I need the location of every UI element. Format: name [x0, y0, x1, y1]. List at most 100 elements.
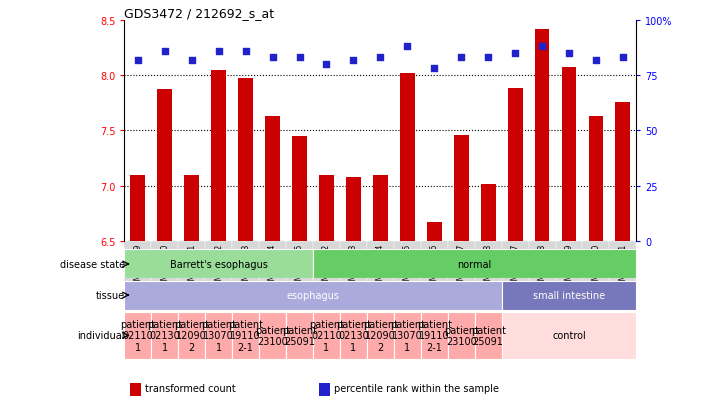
Bar: [265, 117, 280, 242]
Bar: [178, 312, 205, 359]
Bar: [124, 242, 151, 297]
Bar: [292, 137, 307, 242]
Bar: [340, 312, 367, 359]
Text: patient
02110
1: patient 02110 1: [120, 319, 156, 352]
Bar: [421, 242, 448, 297]
Point: [429, 66, 440, 73]
Bar: [400, 74, 415, 242]
Point: [456, 55, 467, 62]
Bar: [616, 102, 630, 242]
Bar: [502, 312, 636, 359]
Text: Barrett's esophagus: Barrett's esophagus: [170, 259, 267, 269]
Point: [563, 50, 574, 57]
Bar: [555, 242, 582, 297]
Text: patient
19110
2-1: patient 19110 2-1: [417, 319, 451, 352]
Text: patient
13070
1: patient 13070 1: [201, 319, 236, 352]
Bar: [394, 242, 421, 297]
Bar: [259, 242, 286, 297]
Bar: [129, 383, 141, 396]
Bar: [211, 70, 226, 242]
Bar: [367, 312, 394, 359]
Bar: [313, 312, 340, 359]
Bar: [232, 312, 259, 359]
Text: patient
02130
1: patient 02130 1: [336, 319, 371, 352]
Point: [617, 55, 629, 62]
Point: [321, 62, 332, 68]
Bar: [205, 242, 232, 297]
Bar: [508, 89, 523, 242]
Point: [132, 57, 144, 64]
Bar: [502, 242, 528, 297]
Bar: [319, 176, 334, 242]
Text: patient
23100: patient 23100: [444, 325, 479, 347]
Bar: [481, 184, 496, 242]
Text: small intestine: small intestine: [533, 290, 605, 300]
Bar: [259, 312, 286, 359]
Bar: [232, 242, 259, 297]
Bar: [286, 242, 313, 297]
Bar: [286, 312, 313, 359]
Bar: [454, 135, 469, 242]
Bar: [346, 178, 361, 242]
Point: [375, 55, 386, 62]
Text: patient
13070
1: patient 13070 1: [390, 319, 425, 352]
Point: [267, 55, 278, 62]
Text: percentile rank within the sample: percentile rank within the sample: [334, 383, 499, 394]
Text: patient
25091: patient 25091: [282, 325, 317, 347]
Point: [159, 48, 171, 55]
Text: control: control: [552, 330, 586, 341]
Bar: [562, 68, 577, 242]
Bar: [131, 176, 145, 242]
Text: individual: individual: [77, 330, 124, 341]
Text: transformed count: transformed count: [145, 383, 235, 394]
Bar: [367, 242, 394, 297]
Point: [509, 50, 520, 57]
Bar: [313, 250, 636, 279]
Text: patient
23100: patient 23100: [255, 325, 290, 347]
Text: patient
25091: patient 25091: [471, 325, 506, 347]
Bar: [151, 242, 178, 297]
Bar: [427, 223, 442, 242]
Text: esophagus: esophagus: [287, 290, 340, 300]
Point: [186, 57, 198, 64]
Point: [536, 44, 547, 50]
Bar: [124, 312, 151, 359]
Text: patient
12090
2: patient 12090 2: [174, 319, 209, 352]
Text: patient
02110
1: patient 02110 1: [309, 319, 344, 352]
Bar: [151, 312, 178, 359]
Bar: [178, 242, 205, 297]
Point: [348, 57, 359, 64]
Bar: [319, 383, 330, 396]
Bar: [609, 242, 636, 297]
Bar: [184, 176, 199, 242]
Text: patient
12090
2: patient 12090 2: [363, 319, 398, 352]
Bar: [394, 312, 421, 359]
Text: tissue: tissue: [95, 290, 124, 300]
Point: [483, 55, 494, 62]
Point: [590, 57, 602, 64]
Text: GDS3472 / 212692_s_at: GDS3472 / 212692_s_at: [124, 7, 274, 19]
Bar: [535, 29, 550, 242]
Bar: [421, 312, 448, 359]
Bar: [373, 176, 387, 242]
Point: [294, 55, 305, 62]
Text: patient
02130
1: patient 02130 1: [147, 319, 182, 352]
Text: patient
19110
2-1: patient 19110 2-1: [228, 319, 263, 352]
Bar: [475, 242, 502, 297]
Bar: [124, 250, 313, 279]
Point: [240, 48, 252, 55]
Bar: [340, 242, 367, 297]
Text: normal: normal: [458, 259, 492, 269]
Point: [213, 48, 225, 55]
Bar: [582, 242, 609, 297]
Bar: [528, 242, 555, 297]
Point: [402, 44, 413, 50]
Text: disease state: disease state: [60, 259, 124, 269]
Bar: [448, 312, 475, 359]
Bar: [157, 90, 172, 242]
Bar: [502, 281, 636, 310]
Bar: [448, 242, 475, 297]
Bar: [475, 312, 502, 359]
Bar: [313, 242, 340, 297]
Bar: [589, 117, 604, 242]
